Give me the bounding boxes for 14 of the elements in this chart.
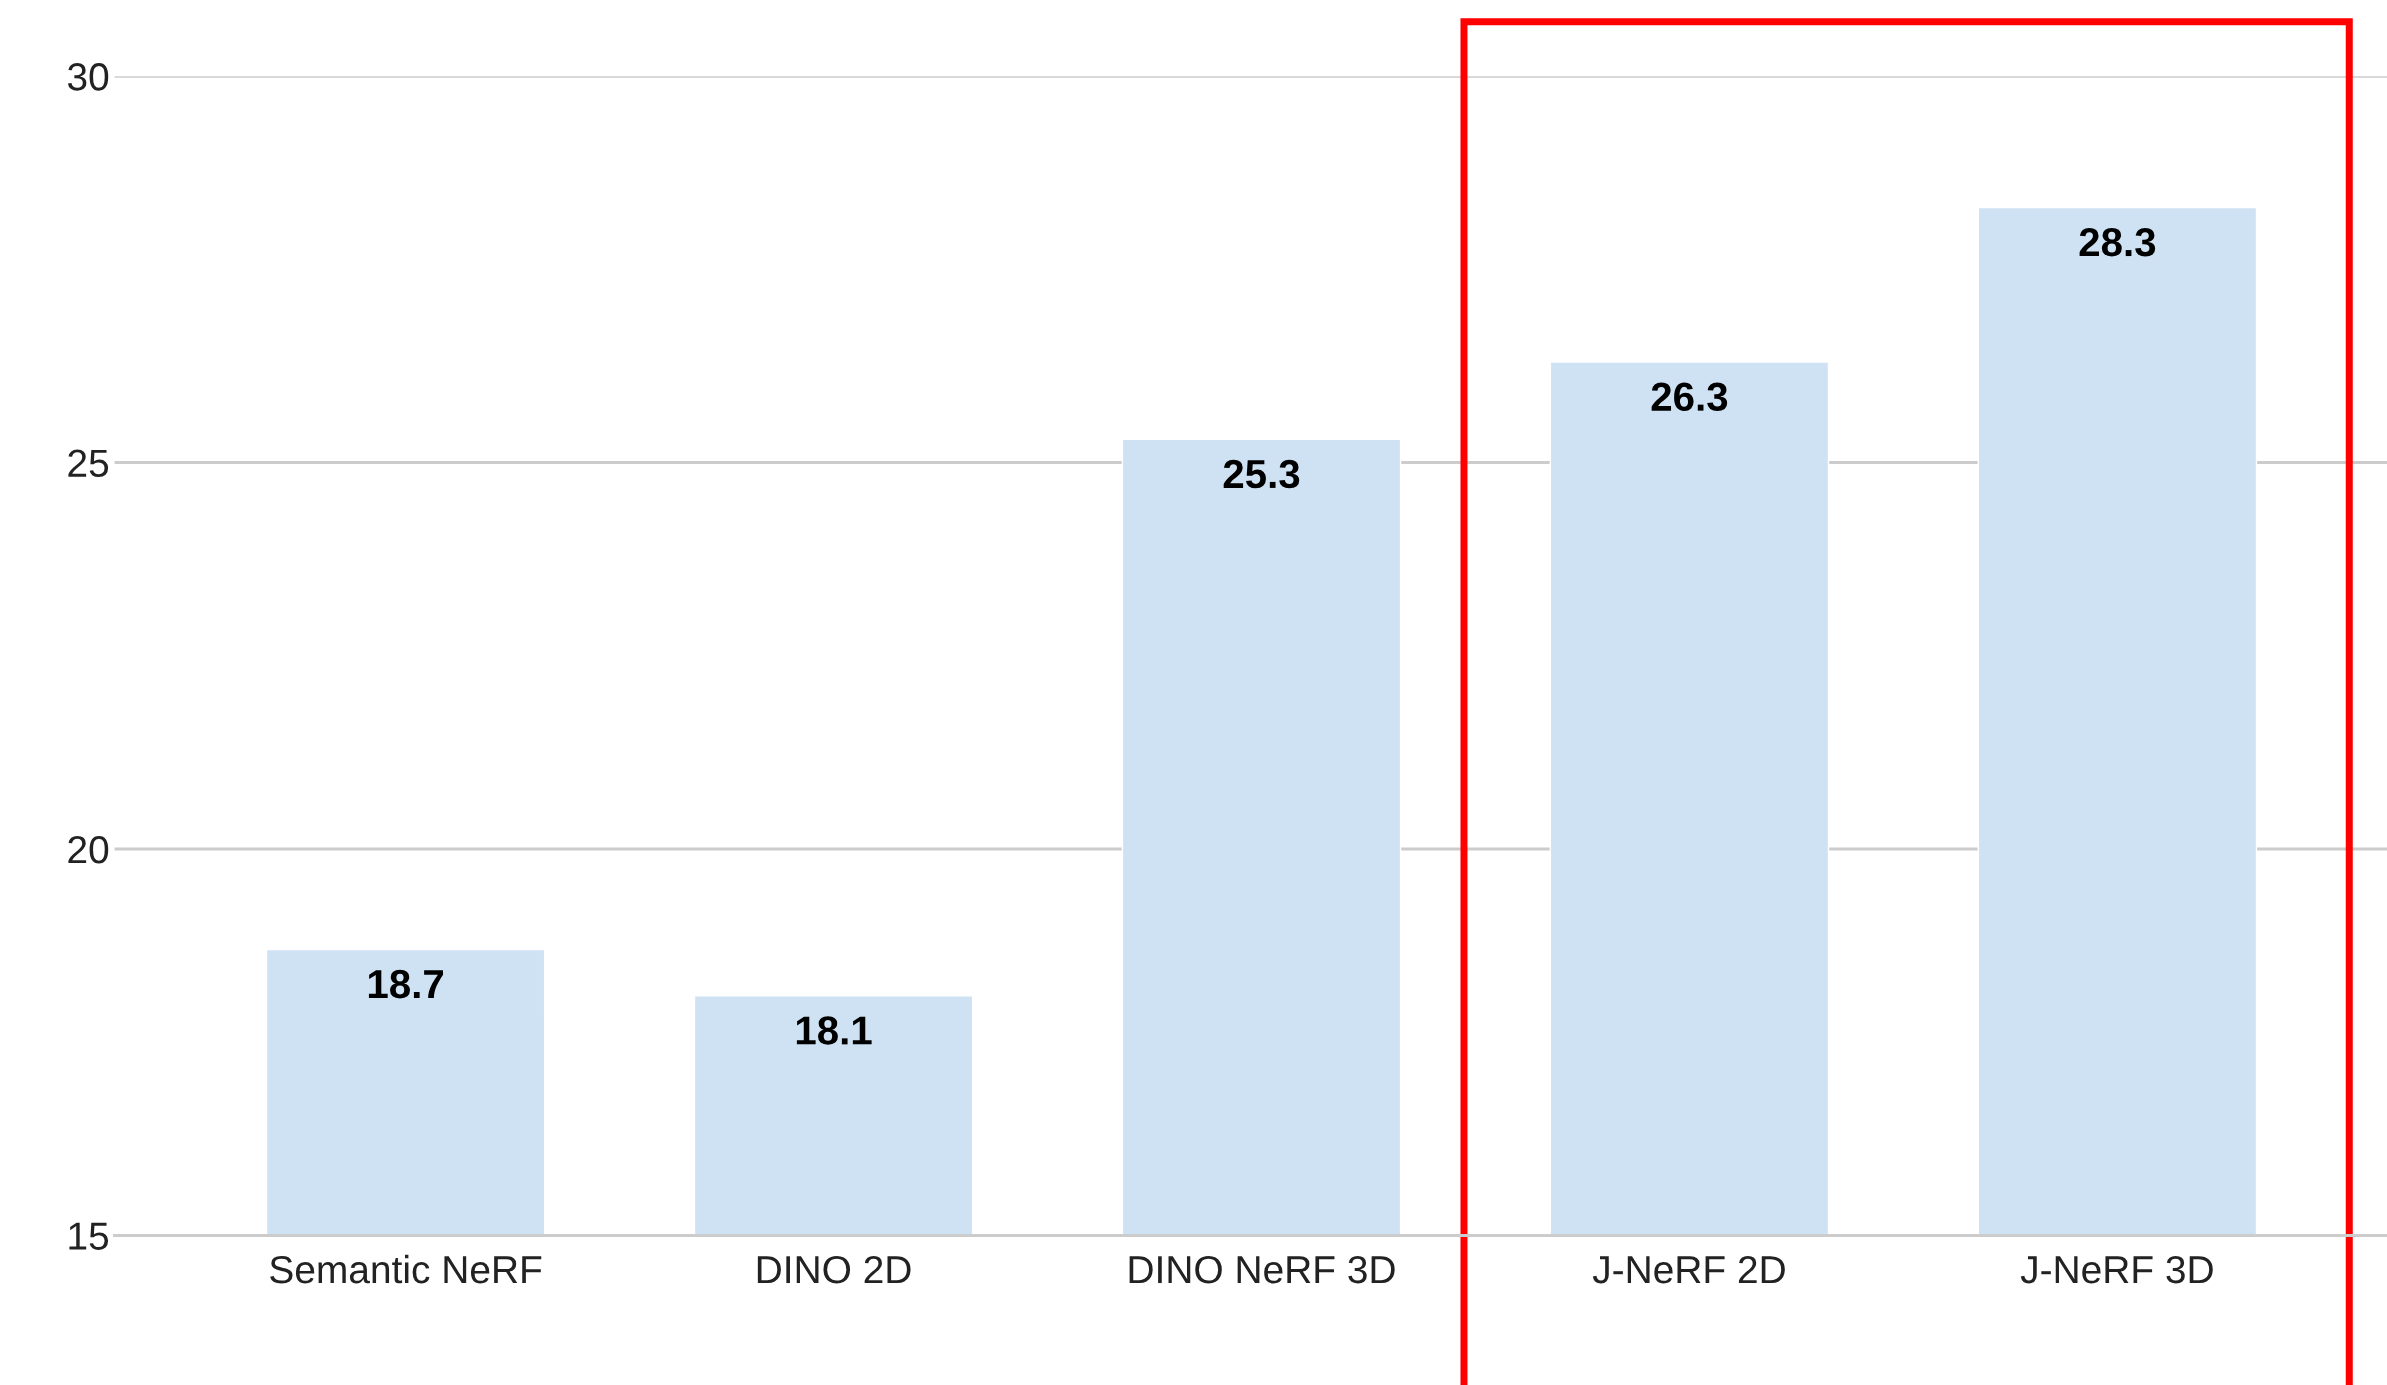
y-tick-label: 15 — [69, 1222, 109, 1250]
x-tick-label: J-NeRF 3D — [2020, 1255, 2213, 1284]
x-tick-label: DINO 2D — [757, 1255, 911, 1284]
y-tick-label: 25 — [68, 449, 109, 478]
data-label: 25.3 — [1223, 459, 1300, 489]
data-label: 26.3 — [1651, 382, 1728, 412]
y-tick-label: 30 — [67, 63, 109, 91]
data-label: 28.3 — [2079, 227, 2156, 257]
data-label: 18.7 — [368, 969, 444, 999]
data-label: 18.1 — [796, 1016, 872, 1045]
x-tick-label: DINO NeRF 3D — [1129, 1255, 1395, 1284]
x-tick-label: J-NeRF 2D — [1592, 1255, 1785, 1284]
x-tick-label: Semantic NeRF — [270, 1254, 542, 1284]
y-tick-label: 20 — [68, 835, 109, 864]
